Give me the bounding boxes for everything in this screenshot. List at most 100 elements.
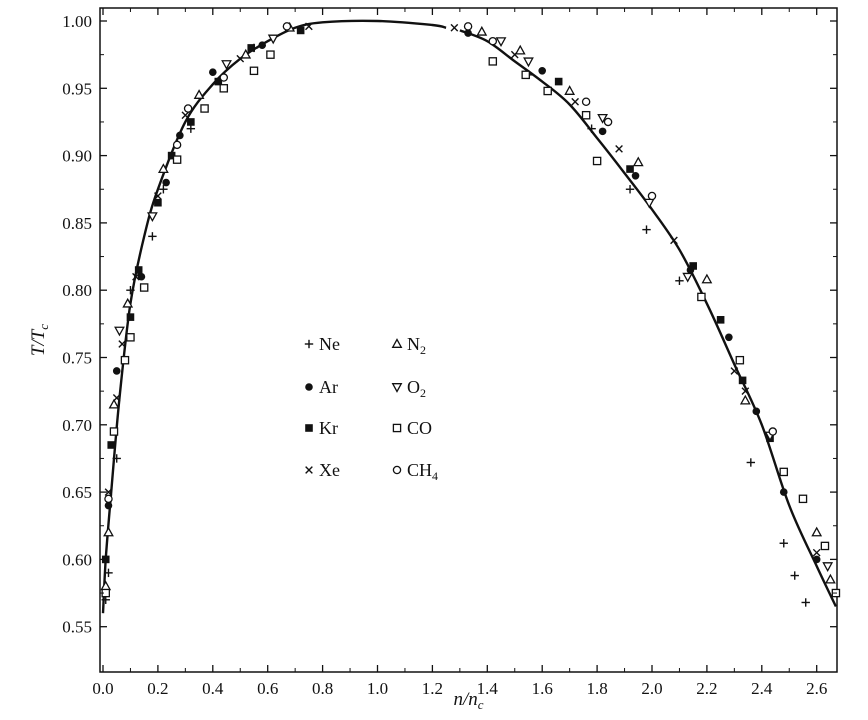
data-point-xe	[132, 272, 140, 281]
x-tick-label: 0.0	[92, 679, 113, 698]
data-point-n2	[240, 48, 252, 59]
data-point-co	[697, 292, 706, 302]
legend-marker	[305, 383, 313, 391]
data-point-o2	[523, 57, 534, 68]
series-co	[101, 50, 841, 598]
y-tick-label: 1.00	[62, 12, 92, 31]
data-point-n2	[739, 394, 751, 405]
legend-label: CH4	[407, 460, 438, 483]
data-point-co	[592, 156, 602, 166]
data-point-kr	[554, 77, 563, 86]
data-point-ch4	[282, 22, 292, 31]
data-point-o2	[221, 60, 232, 70]
data-point-ar	[112, 367, 121, 375]
x-tick-label: 1.6	[532, 679, 553, 698]
data-point-ne	[186, 124, 196, 133]
legend-marker	[391, 338, 403, 348]
legend-item-co: CO	[392, 418, 432, 438]
legend-marker	[305, 466, 313, 474]
x-tick-label: 1.4	[477, 679, 499, 698]
data-point-kr	[167, 151, 176, 160]
legend-label: N2	[407, 334, 426, 357]
data-point-ar	[162, 178, 170, 187]
y-tick-label: 0.55	[62, 618, 92, 637]
data-point-ar	[258, 41, 267, 50]
x-tick-label: 2.6	[806, 679, 827, 698]
data-point-n2	[811, 526, 823, 537]
data-point-n2	[193, 89, 205, 99]
y-tick-label: 0.70	[62, 416, 92, 435]
data-point-co	[172, 155, 182, 164]
plot-border	[99, 7, 838, 673]
fit-curve-right-branch	[459, 29, 837, 608]
legend-item-o2: O2	[391, 377, 426, 400]
legend-label: Ne	[319, 334, 340, 354]
data-point-ar	[631, 171, 640, 180]
x-axis-label: n/nc	[453, 689, 483, 712]
x-tick-label: 0.6	[257, 679, 278, 698]
data-point-ar	[725, 333, 733, 342]
data-point-kr	[134, 266, 143, 274]
data-point-ch4	[463, 22, 473, 31]
data-points	[100, 21, 841, 607]
data-point-co	[735, 355, 745, 365]
data-point-ar	[538, 67, 546, 75]
data-point-kr	[689, 262, 697, 270]
y-tick-label: 0.75	[62, 349, 92, 368]
data-point-kr	[738, 376, 747, 385]
y-tick-label: 0.95	[62, 79, 92, 98]
data-point-co	[521, 70, 530, 80]
y-tick-label: 0.90	[62, 147, 92, 166]
data-point-ch4	[768, 427, 778, 436]
data-point-ch4	[219, 73, 229, 82]
data-point-xe	[730, 367, 739, 375]
data-point-kr	[296, 26, 305, 35]
data-point-xe	[118, 340, 127, 348]
axis-labels: n/nc T/Tc	[28, 324, 484, 712]
data-point-co	[798, 494, 808, 504]
data-point-n2	[514, 44, 526, 55]
data-point-xe	[450, 23, 459, 32]
data-point-ne	[112, 454, 121, 463]
data-point-n2	[476, 25, 488, 36]
legend-marker	[392, 465, 402, 475]
legend-item-xe: Xe	[305, 460, 340, 480]
series-xe	[104, 22, 821, 557]
data-point-co	[488, 57, 498, 66]
data-point-ch4	[488, 36, 498, 46]
x-tick-label: 1.8	[586, 679, 607, 698]
data-point-ne	[587, 124, 596, 133]
data-point-kr	[154, 198, 162, 207]
data-point-o2	[114, 326, 125, 337]
data-point-ne	[675, 276, 684, 285]
data-point-ar	[812, 555, 821, 564]
data-point-xe	[670, 236, 678, 245]
series-ne	[101, 43, 810, 607]
y-axis-label: T/Tc	[28, 324, 51, 356]
x-axis-ticks: 0.0 0.2 0.4 0.6 0.8 1.0 1.2 1.4 1.6 1.8 2.0 2.2 2.4 2…	[92, 8, 827, 698]
legend: Ne Ar Kr Xe N2 O2 CO CH4	[304, 334, 438, 483]
data-point-n2	[701, 273, 713, 284]
x-tick-label: 0.4	[202, 679, 224, 698]
legend-label: Ar	[319, 377, 338, 397]
data-point-ne	[790, 571, 799, 580]
data-point-ar	[104, 501, 113, 510]
data-point-o2	[643, 198, 655, 209]
data-point-ne	[625, 185, 635, 194]
data-point-kr	[716, 316, 725, 324]
data-point-ar	[137, 272, 146, 281]
legend-item-n2: N2	[391, 334, 426, 357]
data-point-ar	[209, 68, 217, 76]
legend-label: Kr	[319, 418, 338, 438]
legend-label: Xe	[319, 460, 340, 480]
data-point-n2	[122, 297, 134, 308]
data-point-ne	[801, 598, 810, 607]
data-point-co	[581, 110, 591, 120]
data-point-xe	[154, 192, 162, 200]
data-point-n2	[108, 398, 120, 409]
legend-item-ne: Ne	[304, 334, 340, 354]
data-point-ne	[642, 225, 651, 234]
y-axis-ticks: 0.55 0.60 0.65 0.70 0.75 0.80 0.85 0.90 0.95 1.00	[62, 12, 837, 637]
data-point-kr	[126, 313, 135, 321]
series-ar	[104, 29, 821, 564]
